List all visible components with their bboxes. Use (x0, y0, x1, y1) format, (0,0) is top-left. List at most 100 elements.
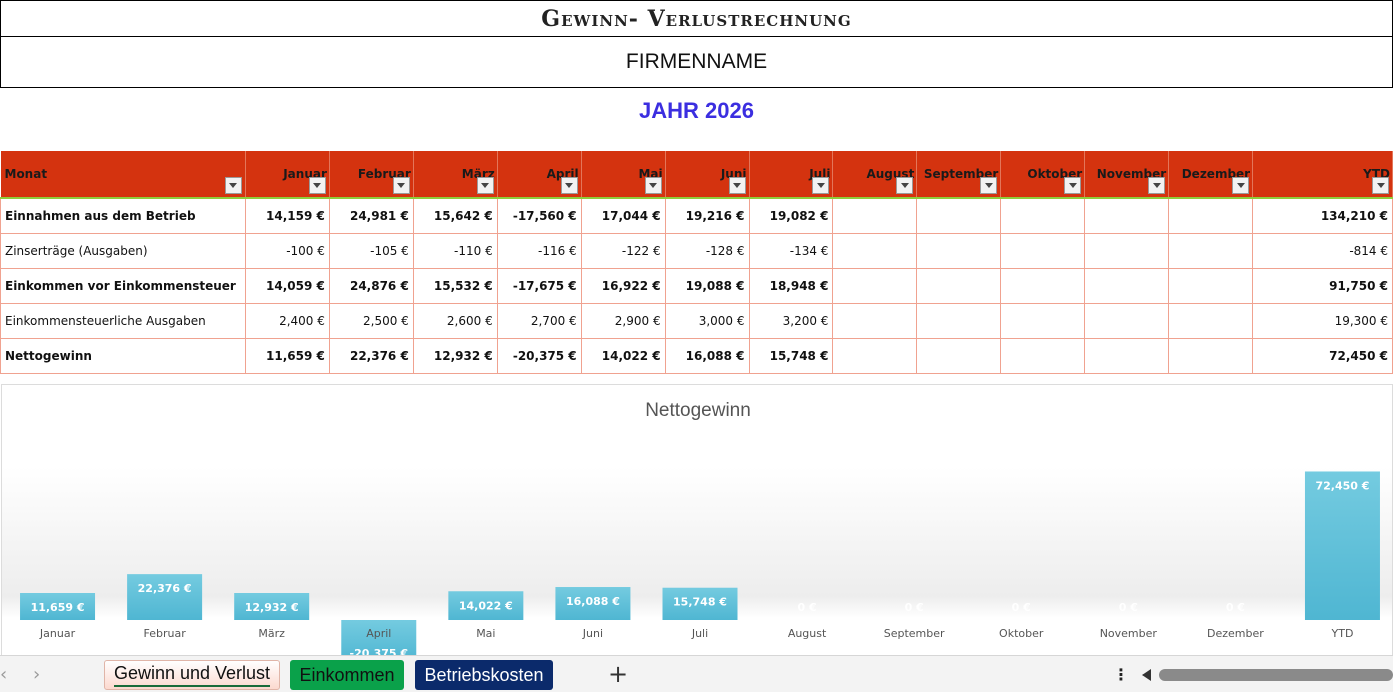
table-cell[interactable]: 3,000 € (665, 303, 750, 339)
table-cell[interactable]: 91,750 € (1252, 268, 1393, 304)
row-label-cell[interactable]: Einkommen vor Einkommensteuer (0, 268, 246, 304)
table-cell[interactable] (916, 303, 1002, 339)
filter-dropdown-icon[interactable] (644, 177, 662, 194)
table-cell[interactable]: -122 € (581, 233, 666, 269)
chart-bar[interactable] (662, 587, 738, 620)
row-label-cell[interactable]: Einkommensteuerliche Ausgaben (0, 303, 246, 339)
table-cell[interactable]: 16,922 € (581, 268, 666, 304)
table-cell[interactable] (832, 303, 918, 339)
table-cell[interactable]: 11,659 € (245, 338, 330, 374)
column-header[interactable]: Dezember (1168, 151, 1254, 199)
table-cell[interactable]: 19,216 € (665, 198, 750, 234)
row-label-cell[interactable]: Einnahmen aus dem Betrieb (0, 198, 246, 234)
prev-sheet-button[interactable]: ‹ (0, 664, 8, 685)
table-cell[interactable]: 19,088 € (665, 268, 750, 304)
table-cell[interactable] (1168, 338, 1254, 374)
table-cell[interactable]: -20,375 € (497, 338, 582, 374)
row-label-cell[interactable]: Zinserträge (Ausgaben) (0, 233, 246, 269)
table-cell[interactable]: 2,900 € (581, 303, 666, 339)
table-cell[interactable]: 19,300 € (1252, 303, 1393, 339)
filter-dropdown-icon[interactable] (812, 177, 830, 194)
table-cell[interactable]: -128 € (665, 233, 750, 269)
table-cell[interactable]: 2,600 € (413, 303, 498, 339)
table-cell[interactable] (1168, 198, 1254, 234)
filter-dropdown-icon[interactable] (1232, 177, 1250, 194)
column-header[interactable]: Januar (245, 151, 330, 199)
table-cell[interactable] (1168, 268, 1254, 304)
chart-bar[interactable] (448, 591, 524, 620)
table-cell[interactable] (1000, 268, 1086, 304)
column-header[interactable]: Mai (581, 151, 666, 199)
table-cell[interactable] (1000, 338, 1086, 374)
table-cell[interactable]: -17,560 € (497, 198, 582, 234)
filter-dropdown-icon[interactable] (728, 177, 746, 194)
table-cell[interactable] (916, 233, 1002, 269)
more-options-icon[interactable]: ⋮ (1113, 665, 1129, 684)
table-cell[interactable] (916, 268, 1002, 304)
table-cell[interactable]: 16,088 € (665, 338, 750, 374)
table-cell[interactable]: 15,748 € (749, 338, 834, 374)
filter-dropdown-icon[interactable] (224, 177, 242, 194)
table-cell[interactable]: 24,876 € (329, 268, 414, 304)
filter-dropdown-icon[interactable] (896, 177, 914, 194)
filter-dropdown-icon[interactable] (476, 177, 494, 194)
table-cell[interactable]: -116 € (497, 233, 582, 269)
table-cell[interactable] (832, 233, 918, 269)
filter-dropdown-icon[interactable] (392, 177, 410, 194)
column-header[interactable]: November (1084, 151, 1170, 199)
column-header[interactable]: Juli (749, 151, 834, 199)
table-cell[interactable]: -100 € (245, 233, 330, 269)
table-cell[interactable] (832, 198, 918, 234)
table-cell[interactable]: 14,022 € (581, 338, 666, 374)
table-cell[interactable]: 2,400 € (245, 303, 330, 339)
table-cell[interactable] (1000, 303, 1086, 339)
filter-dropdown-icon[interactable] (1372, 177, 1389, 194)
title-cell[interactable]: Gewinn- Verlustrechnung (0, 0, 1393, 37)
tab-gewinn-und-verlust[interactable]: Gewinn und Verlust (104, 660, 280, 690)
filter-dropdown-icon[interactable] (560, 177, 578, 194)
table-cell[interactable]: 15,532 € (413, 268, 498, 304)
table-cell[interactable]: 17,044 € (581, 198, 666, 234)
table-cell[interactable]: 12,932 € (413, 338, 498, 374)
table-cell[interactable]: 2,700 € (497, 303, 582, 339)
filter-dropdown-icon[interactable] (1064, 177, 1082, 194)
table-cell[interactable] (1000, 233, 1086, 269)
chart-bar[interactable] (234, 593, 310, 620)
table-cell[interactable]: -814 € (1252, 233, 1393, 269)
table-cell[interactable]: 18,948 € (749, 268, 834, 304)
table-cell[interactable]: 2,500 € (329, 303, 414, 339)
company-cell[interactable]: FIRMENNAME (0, 36, 1393, 88)
table-cell[interactable]: 14,059 € (245, 268, 330, 304)
table-cell[interactable]: -134 € (749, 233, 834, 269)
chart-bar[interactable] (20, 593, 96, 620)
table-cell[interactable]: 22,376 € (329, 338, 414, 374)
tab-betriebskosten[interactable]: Betriebskosten (415, 660, 553, 690)
filter-dropdown-icon[interactable] (308, 177, 326, 194)
scroll-left-icon[interactable] (1142, 669, 1151, 681)
table-cell[interactable] (1084, 198, 1170, 234)
column-header[interactable]: September (916, 151, 1002, 199)
table-cell[interactable] (916, 198, 1002, 234)
table-cell[interactable]: 15,642 € (413, 198, 498, 234)
tab-einkommen[interactable]: Einkommen (290, 660, 404, 690)
horizontal-scrollbar[interactable] (1159, 669, 1393, 681)
table-cell[interactable]: 19,082 € (749, 198, 834, 234)
table-cell[interactable] (832, 338, 918, 374)
table-cell[interactable] (1168, 303, 1254, 339)
column-header[interactable]: Juni (665, 151, 750, 199)
table-cell[interactable] (1084, 303, 1170, 339)
chart-bar[interactable] (1304, 471, 1380, 620)
table-cell[interactable]: 134,210 € (1252, 198, 1393, 234)
net-profit-chart[interactable]: Nettogewinn 11,659 € Januar 22,376 € Februar… (1, 384, 1393, 655)
column-header[interactable]: Oktober (1000, 151, 1086, 199)
table-cell[interactable] (1000, 198, 1086, 234)
table-cell[interactable]: 14,159 € (245, 198, 330, 234)
table-cell[interactable]: -17,675 € (497, 268, 582, 304)
table-cell[interactable] (832, 268, 918, 304)
table-cell[interactable]: 72,450 € (1252, 338, 1393, 374)
table-cell[interactable] (1084, 338, 1170, 374)
filter-dropdown-icon[interactable] (980, 177, 998, 194)
column-header[interactable]: YTD (1252, 151, 1393, 199)
chart-bar[interactable] (555, 587, 631, 620)
table-cell[interactable]: -105 € (329, 233, 414, 269)
